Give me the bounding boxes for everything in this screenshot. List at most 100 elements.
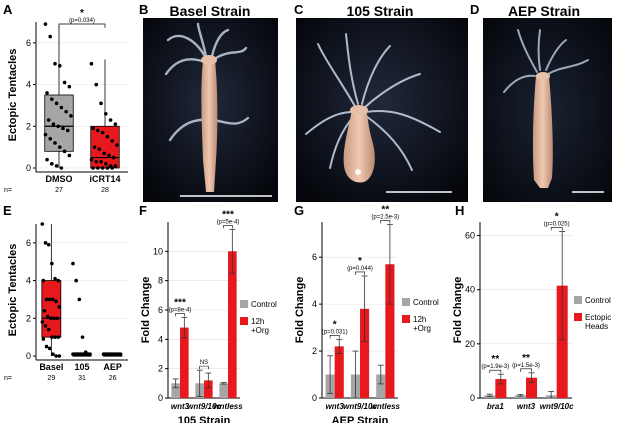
- data-point: [81, 352, 86, 356]
- data-point: [57, 145, 62, 149]
- y-tick-label: 6: [312, 252, 317, 262]
- p-value: (p=0.025): [544, 221, 570, 227]
- data-point: [54, 164, 59, 168]
- sig-bracket: [58, 23, 106, 28]
- p-value: (p=1.9e-3): [481, 364, 509, 370]
- data-point: [43, 22, 48, 26]
- hydra-body: [343, 110, 375, 183]
- photo-title-105: 105 Strain: [347, 3, 414, 19]
- panel-letter-f: F: [139, 203, 147, 218]
- y-tick-label: 40: [465, 285, 475, 295]
- legend-label: Heads: [585, 322, 608, 331]
- data-point: [100, 166, 105, 170]
- x-tick-label: 105: [74, 362, 89, 372]
- data-point: [114, 352, 119, 356]
- panel-letter-h: H: [455, 203, 464, 218]
- sig-bracket: [380, 220, 391, 224]
- box-iqr: [44, 94, 74, 152]
- sig-bracket: [199, 365, 209, 370]
- p-value: (p=8e-4): [169, 307, 192, 313]
- data-point: [97, 147, 102, 152]
- x-tick-label: wnt3: [517, 402, 536, 411]
- data-point: [99, 101, 103, 106]
- sig-bracket: [175, 313, 185, 317]
- hydra-body: [532, 76, 553, 188]
- bar: [360, 308, 370, 398]
- data-point: [91, 166, 95, 170]
- x-tick-label: wntless: [371, 402, 401, 411]
- data-point: [62, 149, 67, 154]
- data-point: [45, 157, 49, 162]
- data-point: [43, 241, 48, 245]
- y-tick-label: 0: [158, 393, 163, 403]
- data-point: [113, 164, 118, 168]
- data-point: [56, 278, 61, 283]
- p-value: (p=2.5e-3): [371, 214, 399, 220]
- sig-stars: ***: [174, 297, 186, 308]
- legend-swatch: [402, 298, 410, 306]
- y-tick-label: 0: [26, 351, 31, 361]
- y-tick-label: 20: [465, 339, 475, 349]
- data-point: [76, 352, 81, 356]
- hydra-head: [350, 105, 368, 115]
- panel-letter-a: A: [3, 2, 13, 17]
- y-tick-label: 2: [158, 364, 163, 374]
- x-tick-label: AEP: [103, 362, 122, 372]
- sig-stars: **: [491, 354, 499, 365]
- data-point: [105, 134, 110, 139]
- legend-swatch: [402, 315, 410, 323]
- data-point: [50, 162, 54, 166]
- data-point: [44, 344, 49, 349]
- data-point: [102, 151, 107, 156]
- data-point: [89, 157, 94, 162]
- legend-label: Control: [251, 300, 277, 309]
- data-point: [74, 278, 78, 283]
- photo-105-strain: 105 Strain: [296, 3, 468, 202]
- data-point: [96, 128, 100, 133]
- data-point: [103, 162, 108, 166]
- data-point: [59, 105, 64, 110]
- sig-bracket: [329, 335, 340, 339]
- y-tick-label: 2: [26, 121, 31, 131]
- data-point: [67, 153, 72, 158]
- x-tick-label: DMSO: [46, 174, 73, 184]
- data-point: [53, 276, 57, 281]
- x-tick-label: Basel: [39, 362, 63, 372]
- data-point: [50, 335, 54, 339]
- bar: [556, 285, 568, 398]
- data-point: [108, 118, 113, 122]
- y-axis-label: Fold Change: [140, 277, 152, 344]
- data-point: [47, 297, 52, 302]
- data-point: [46, 327, 51, 332]
- p-value: (p=1.5e-3): [512, 363, 540, 369]
- legend-label: Ectopic: [585, 313, 611, 322]
- data-point: [42, 308, 47, 313]
- data-point: [111, 155, 116, 160]
- data-point: [96, 166, 100, 170]
- data-point: [46, 118, 51, 122]
- y-axis-label: Ectopic Tentacles: [7, 49, 19, 142]
- sig-stars: **: [381, 204, 389, 215]
- data-point: [73, 352, 77, 356]
- data-point: [94, 82, 99, 87]
- y-tick-label: 6: [26, 38, 31, 48]
- data-point: [53, 141, 57, 145]
- p-value: (p=5e-4): [217, 219, 240, 225]
- data-point: [40, 320, 45, 324]
- y-tick-label: 4: [158, 334, 163, 344]
- n-label: n=: [4, 375, 12, 382]
- data-point: [65, 128, 70, 133]
- hydra-head: [201, 55, 217, 65]
- chart-subtitle: AEP Strain: [332, 415, 389, 423]
- data-point: [45, 314, 50, 319]
- data-point: [105, 166, 110, 170]
- y-tick-label: 6: [158, 305, 163, 315]
- data-point: [54, 354, 58, 358]
- panel-letter-e: E: [3, 203, 12, 218]
- y-tick-label: 60: [465, 231, 475, 241]
- data-point: [117, 352, 122, 356]
- data-point: [51, 122, 56, 126]
- legend-label: +Org: [413, 324, 431, 333]
